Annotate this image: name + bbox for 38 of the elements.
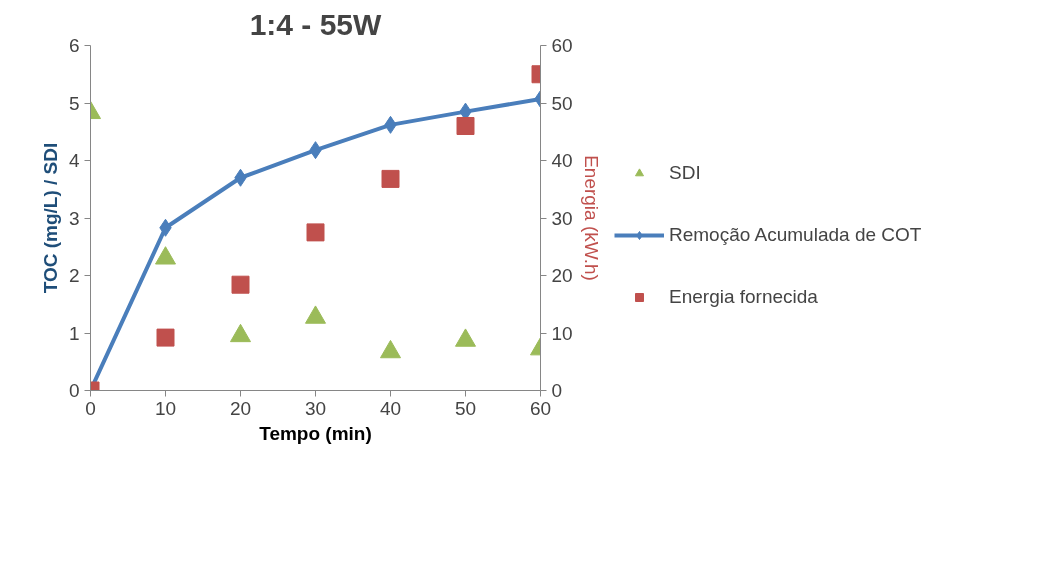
x-tick-label: 60 [529,397,552,419]
point [306,223,325,242]
y2-axis-title: Energia (kW.h) [580,155,602,281]
x-tick-label: 50 [454,397,477,419]
y2-tick-label: 10 [551,322,573,344]
point [156,328,175,347]
y2-tick-label: 50 [551,92,573,114]
x-tick-label: 10 [154,397,177,419]
y-tick-label: 5 [68,92,80,114]
legend-label: SDI [669,162,701,184]
legend-label: Energia fornecida [669,286,818,308]
x-tick-label: 20 [229,397,252,419]
y-tick-label: 0 [68,380,80,401]
x-tick-label: 30 [304,397,327,419]
y2-tick-label: 20 [551,265,573,286]
y2-tick-label: 40 [551,150,573,171]
x-axis-title: Tempo (min) [259,422,372,444]
legend-label: Remoção Acumulada de COT [669,224,922,246]
x-tick-label: 0 [85,397,96,419]
point [455,328,476,347]
point [305,305,326,324]
x-tick-label: 40 [379,397,402,419]
y-tick-label: 3 [68,207,80,229]
y2-tick-label: 0 [551,380,563,401]
y-tick-label: 1 [68,322,80,344]
point [230,323,251,343]
point [155,246,176,265]
point [381,169,400,188]
point [231,275,250,294]
y-tick-label: 6 [68,35,80,56]
y-tick-label: 2 [68,265,80,286]
point [380,339,401,359]
point [456,117,475,135]
y-axis-title: TOC (mg/L) / SDI [39,142,61,294]
y2-tick-label: 30 [551,207,573,229]
y2-tick-label: 60 [551,35,573,56]
y-tick-label: 4 [68,150,80,171]
chart-title: 1:4 - 55W [249,7,383,41]
